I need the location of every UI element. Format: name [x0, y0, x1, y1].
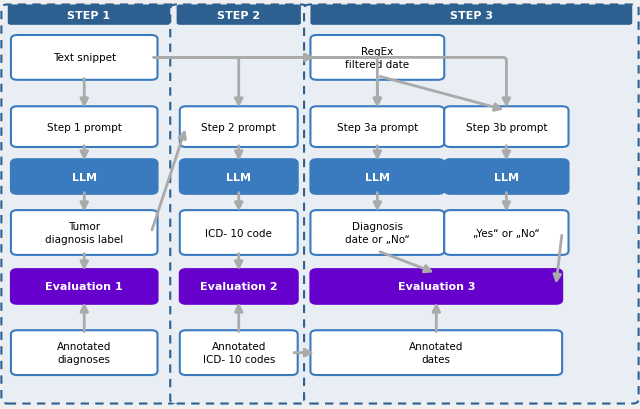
FancyBboxPatch shape: [304, 5, 639, 404]
Text: Step 3a prompt: Step 3a prompt: [337, 122, 418, 132]
FancyBboxPatch shape: [310, 270, 562, 304]
Text: Evaluation 3: Evaluation 3: [397, 282, 475, 292]
Text: STEP 2: STEP 2: [217, 11, 260, 20]
FancyBboxPatch shape: [444, 211, 568, 255]
Text: Text snippet: Text snippet: [52, 53, 116, 63]
FancyBboxPatch shape: [180, 330, 298, 375]
Text: LLM: LLM: [72, 172, 97, 182]
Text: STEP 3: STEP 3: [450, 11, 493, 20]
FancyBboxPatch shape: [310, 330, 562, 375]
Text: Annotated
ICD- 10 codes: Annotated ICD- 10 codes: [203, 342, 275, 364]
Text: Evaluation 1: Evaluation 1: [45, 282, 123, 292]
FancyBboxPatch shape: [180, 107, 298, 148]
FancyBboxPatch shape: [310, 211, 444, 255]
Text: LLM: LLM: [365, 172, 390, 182]
Text: ICD- 10 code: ICD- 10 code: [205, 228, 272, 238]
Text: Step 1 prompt: Step 1 prompt: [47, 122, 122, 132]
Text: Step 3b prompt: Step 3b prompt: [466, 122, 547, 132]
FancyBboxPatch shape: [310, 160, 444, 194]
FancyBboxPatch shape: [11, 36, 157, 81]
Text: Evaluation 2: Evaluation 2: [200, 282, 278, 292]
FancyBboxPatch shape: [444, 107, 568, 148]
FancyBboxPatch shape: [11, 160, 157, 194]
Text: Annotated
diagnoses: Annotated diagnoses: [57, 342, 111, 364]
FancyBboxPatch shape: [180, 160, 298, 194]
FancyBboxPatch shape: [310, 107, 444, 148]
FancyBboxPatch shape: [310, 5, 632, 26]
FancyBboxPatch shape: [11, 330, 157, 375]
Text: Annotated
dates: Annotated dates: [409, 342, 463, 364]
FancyBboxPatch shape: [180, 270, 298, 304]
Text: Diagnosis
date or „No“: Diagnosis date or „No“: [345, 222, 410, 244]
Text: RegEx
filtered date: RegEx filtered date: [346, 47, 410, 70]
FancyBboxPatch shape: [11, 107, 157, 148]
FancyBboxPatch shape: [180, 211, 298, 255]
Text: LLM: LLM: [494, 172, 519, 182]
FancyBboxPatch shape: [11, 211, 157, 255]
Text: STEP 1: STEP 1: [67, 11, 111, 20]
FancyBboxPatch shape: [170, 5, 307, 404]
Text: „Yes“ or „No“: „Yes“ or „No“: [473, 228, 540, 238]
FancyBboxPatch shape: [177, 5, 301, 26]
Text: Tumor
diagnosis label: Tumor diagnosis label: [45, 222, 124, 244]
Text: LLM: LLM: [227, 172, 252, 182]
FancyBboxPatch shape: [11, 270, 157, 304]
FancyBboxPatch shape: [8, 5, 170, 26]
FancyBboxPatch shape: [444, 160, 568, 194]
FancyBboxPatch shape: [1, 5, 177, 404]
Text: Step 2 prompt: Step 2 prompt: [202, 122, 276, 132]
FancyBboxPatch shape: [310, 36, 444, 81]
